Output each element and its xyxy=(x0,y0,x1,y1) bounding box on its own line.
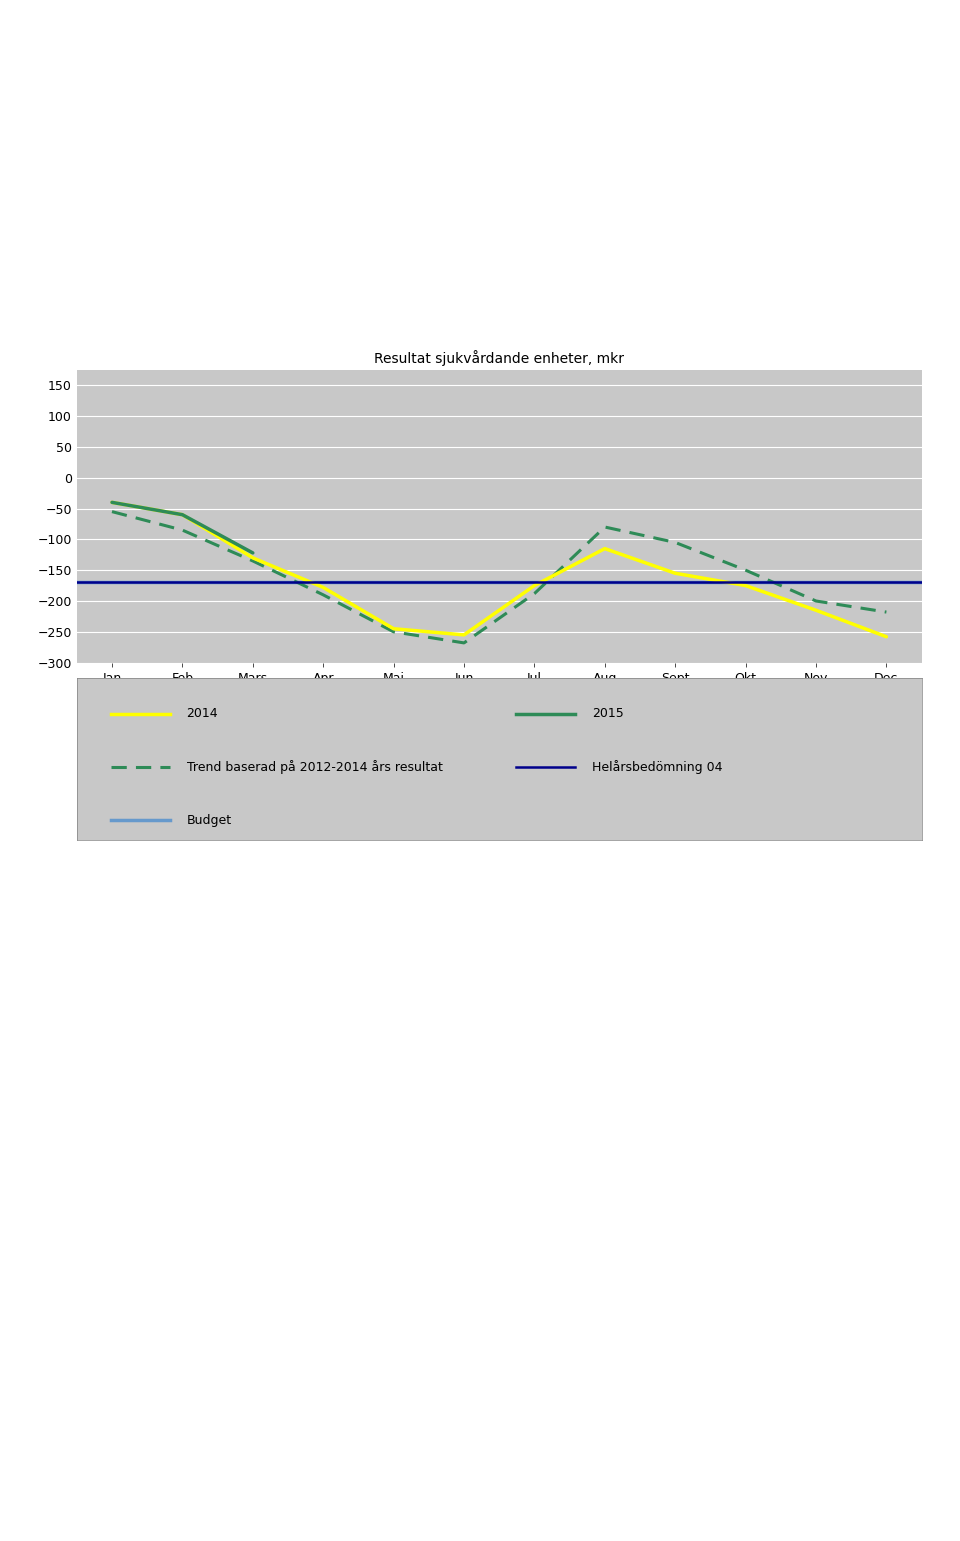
Text: 2014: 2014 xyxy=(186,707,218,720)
Text: 2015: 2015 xyxy=(592,707,624,720)
Text: Trend baserad på 2012-2014 års resultat: Trend baserad på 2012-2014 års resultat xyxy=(186,760,443,774)
Title: Resultat sjukvårdande enheter, mkr: Resultat sjukvårdande enheter, mkr xyxy=(374,350,624,365)
Text: Budget: Budget xyxy=(186,814,231,828)
Text: Helårsbedömning 04: Helårsbedömning 04 xyxy=(592,760,723,774)
